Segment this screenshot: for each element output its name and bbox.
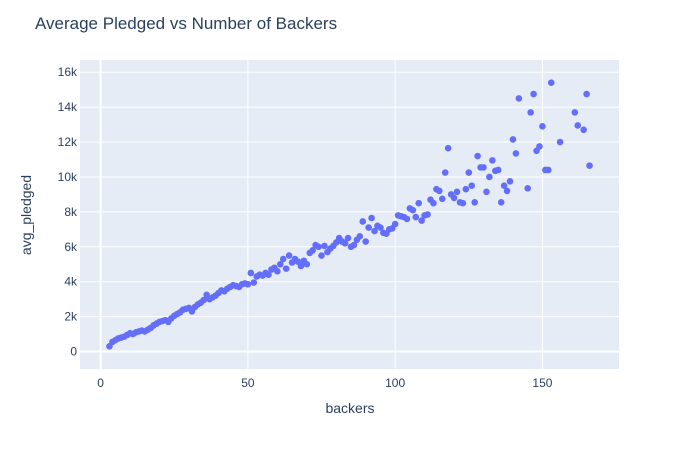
y-tick-label: 10k <box>58 170 78 184</box>
data-point <box>515 95 523 102</box>
data-point <box>547 79 555 86</box>
data-point <box>539 123 546 130</box>
data-point <box>453 188 461 196</box>
data-point <box>459 199 467 207</box>
data-point <box>424 211 431 218</box>
data-points <box>106 79 593 350</box>
data-point <box>377 224 384 231</box>
data-point <box>536 143 543 150</box>
data-point <box>309 246 316 254</box>
data-point <box>497 198 505 206</box>
data-point <box>441 169 449 176</box>
data-point <box>512 150 520 157</box>
data-point <box>274 267 281 275</box>
x-tick-label: 100 <box>385 376 405 390</box>
data-point <box>500 182 508 189</box>
data-point <box>571 109 579 116</box>
data-point <box>527 109 534 116</box>
data-point <box>362 238 369 245</box>
data-point <box>494 166 502 174</box>
y-tick-label: 6k <box>64 240 78 254</box>
data-point <box>583 90 590 98</box>
data-point <box>244 281 252 288</box>
data-point <box>480 164 487 171</box>
y-tick-label: 0 <box>70 345 77 359</box>
data-point <box>465 169 473 176</box>
data-point <box>403 215 411 223</box>
y-tick-label: 14k <box>58 100 78 114</box>
data-point <box>359 218 367 225</box>
data-point <box>468 182 476 189</box>
data-point <box>350 241 358 249</box>
x-axis-ticks: 0 50 100 150 <box>97 376 552 390</box>
y-tick-label: 2k <box>64 310 78 324</box>
data-point <box>409 206 417 214</box>
data-point <box>318 252 325 259</box>
y-axis-title: avg_pledged <box>18 175 34 255</box>
data-point <box>444 144 452 152</box>
data-point <box>486 173 493 181</box>
y-tick-label: 12k <box>58 135 78 149</box>
data-point <box>450 194 458 202</box>
data-point <box>524 185 531 192</box>
data-point <box>265 271 272 279</box>
data-point <box>436 187 443 195</box>
data-point <box>506 178 514 185</box>
data-point <box>503 187 511 195</box>
y-tick-label: 16k <box>58 65 78 79</box>
data-point <box>462 185 470 193</box>
data-point <box>321 242 328 250</box>
data-point <box>282 265 290 272</box>
data-point <box>279 255 287 263</box>
data-point <box>200 296 208 304</box>
data-point <box>285 252 293 259</box>
data-point <box>297 262 305 270</box>
x-tick-label: 150 <box>532 376 552 390</box>
data-point <box>415 199 423 207</box>
data-point <box>303 260 311 268</box>
x-tick-label: 0 <box>97 376 104 390</box>
data-point <box>341 240 349 247</box>
data-point <box>430 199 437 207</box>
data-point <box>574 122 582 129</box>
data-point <box>315 243 322 251</box>
y-axis-ticks: 0 2k 4k 6k 8k 10k 12k 14k 16k <box>58 65 78 358</box>
data-point <box>368 214 375 222</box>
data-point <box>489 157 496 164</box>
data-point <box>276 260 284 268</box>
data-point <box>247 269 255 277</box>
data-point <box>438 195 446 203</box>
data-point <box>556 138 564 146</box>
y-tick-label: 4k <box>64 275 78 289</box>
data-point <box>344 234 352 242</box>
data-point <box>371 227 378 235</box>
chart-title: Average Pledged vs Number of Backers <box>35 14 337 33</box>
data-point <box>471 198 478 206</box>
x-axis-title: backers <box>325 400 374 416</box>
data-point <box>356 233 364 240</box>
data-point <box>250 279 258 286</box>
data-point <box>483 188 490 196</box>
data-point <box>474 152 481 160</box>
y-tick-label: 8k <box>64 205 78 219</box>
data-point <box>530 90 537 98</box>
data-point <box>580 126 587 134</box>
data-point <box>391 220 399 228</box>
data-point <box>365 224 372 231</box>
data-point <box>412 213 420 221</box>
x-tick-label: 50 <box>241 376 255 390</box>
data-point <box>586 162 593 169</box>
data-point <box>418 217 425 224</box>
data-point <box>509 136 517 143</box>
data-point <box>545 166 552 174</box>
